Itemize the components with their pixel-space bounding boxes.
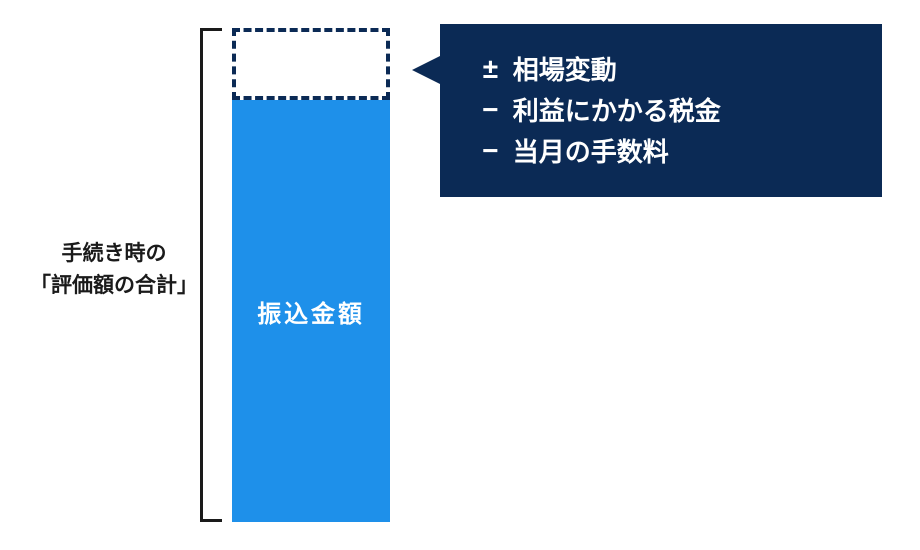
callout-text: 相場変動 xyxy=(513,50,617,87)
callout-sign: − xyxy=(468,94,513,126)
bracket xyxy=(200,28,222,522)
callout-line: ±相場変動 xyxy=(468,50,854,87)
callout-text: 当月の手数料 xyxy=(513,132,669,169)
callout-sign: − xyxy=(468,135,513,167)
callout-line: −利益にかかる税金 xyxy=(468,91,854,128)
callout-text: 利益にかかる税金 xyxy=(513,91,721,128)
callout-pointer-icon xyxy=(412,56,440,84)
callout-box: ±相場変動−利益にかかる税金−当月の手数料 xyxy=(440,24,882,197)
bracket-label-line2: 「評価額の合計」 xyxy=(30,274,198,297)
bracket-label-line1: 手続き時の xyxy=(62,242,167,265)
bracket-label: 手続き時の 「評価額の合計」 xyxy=(26,238,202,301)
bar-top-dashed xyxy=(232,28,390,100)
bar-bottom-solid: 振込金額 xyxy=(232,100,390,522)
bar-bottom-label: 振込金額 xyxy=(257,294,365,329)
callout-line: −当月の手数料 xyxy=(468,132,854,169)
diagram-stage: 手続き時の 「評価額の合計」 振込金額 ±相場変動−利益にかかる税金−当月の手数… xyxy=(0,0,920,550)
callout-sign: ± xyxy=(468,53,513,85)
bar-column: 振込金額 xyxy=(232,28,390,522)
